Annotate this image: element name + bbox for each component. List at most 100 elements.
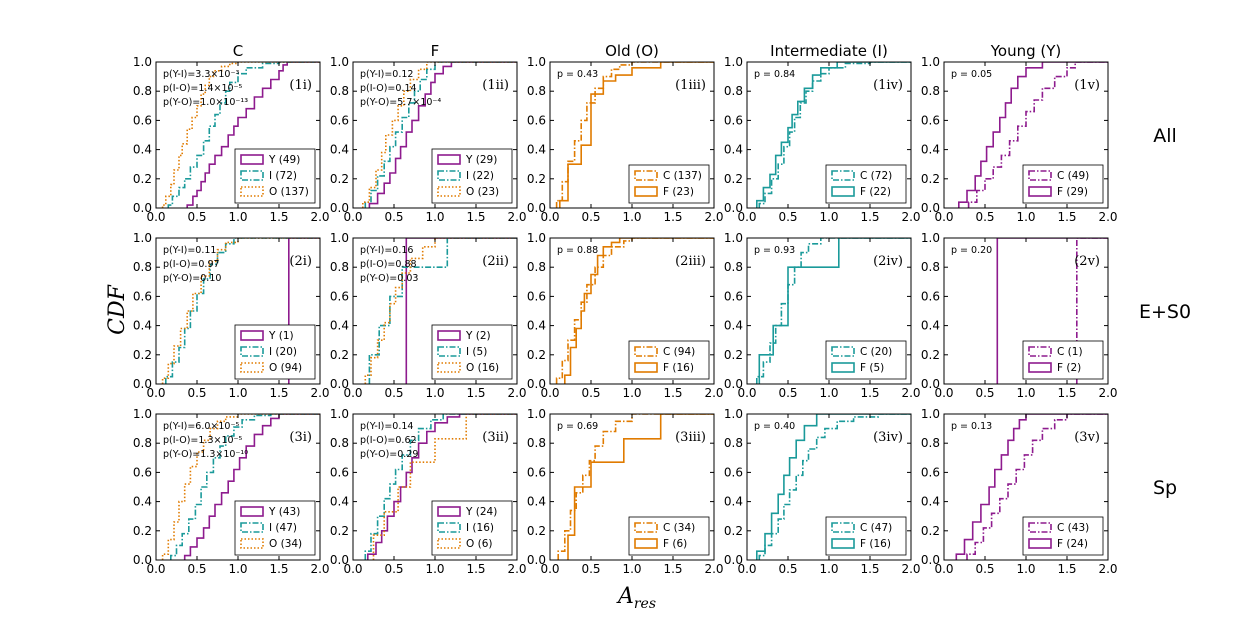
series-group: [555, 238, 714, 384]
legend-label: C (43): [1057, 522, 1089, 534]
x-tick-label: 0.0: [146, 210, 165, 224]
cdf-panel: 0.0 0.5 1.0 1.5 2.0 0.0 0.2 0.4 0.6 0.8 1.0 p = 0.4…: [527, 55, 724, 224]
y-tick-label: 1.0: [330, 55, 349, 69]
x-tick-label: 2.0: [704, 562, 723, 576]
cdf-series-line: [161, 62, 320, 208]
panel-label: (2i): [289, 254, 312, 269]
x-tick-label: 1.0: [1016, 562, 1035, 576]
x-tick-label: 0.0: [737, 210, 756, 224]
x-tick-label: 0.0: [146, 562, 165, 576]
x-tick-label: 1.5: [269, 386, 288, 400]
y-tick-label: 0.8: [724, 260, 743, 274]
legend-label: O (34): [269, 538, 302, 550]
y-tick-label: 0.6: [330, 465, 349, 479]
x-tick-label: 0.0: [737, 386, 756, 400]
y-tick-label: 0.6: [921, 289, 940, 303]
y-tick-label: 0.8: [724, 436, 743, 450]
y-tick-label: 0.2: [921, 348, 940, 362]
y-tick-label: 0.8: [921, 436, 940, 450]
y-tick-label: 0.8: [527, 436, 546, 450]
p-value-text: p(Y-O)=1.3×10⁻¹⁰: [163, 449, 248, 460]
y-tick-label: 0.4: [527, 143, 546, 157]
x-tick-label: 2.0: [1098, 386, 1117, 400]
p-value-text: p(I-O)=0.88: [360, 259, 417, 270]
cdf-panel: 0.0 0.5 1.0 1.5 2.0 0.0 0.2 0.4 0.6 0.8 1.0 p(Y-I)=…: [330, 407, 527, 576]
panel-label: (2iv): [873, 254, 903, 269]
x-tick-label: 1.0: [228, 562, 247, 576]
y-tick-label: 0.6: [330, 113, 349, 127]
legend-swatch: [240, 522, 264, 533]
y-tick-label: 0.4: [133, 495, 152, 509]
legend-label: O (23): [466, 186, 499, 198]
y-tick-label: 1.0: [527, 55, 546, 69]
legend-swatch: [240, 362, 264, 373]
x-tick-label: 1.5: [1057, 210, 1076, 224]
series-group: [362, 62, 517, 208]
y-tick-label: 1.0: [724, 407, 743, 421]
x-tick-label: 0.0: [934, 210, 953, 224]
legend-swatch: [437, 538, 461, 549]
y-tick-label: 0.2: [133, 524, 152, 538]
legend-swatch: [437, 346, 461, 357]
p-value-text: p(I-O)=1.3×10⁻⁵: [163, 435, 243, 446]
legend-swatch: [240, 170, 264, 181]
x-tick-label: 0.5: [778, 386, 797, 400]
p-value-text: p(I-O)=0.14: [360, 83, 417, 94]
x-tick-label: 0.0: [934, 386, 953, 400]
y-tick-label: 0.0: [133, 377, 152, 391]
p-value-text: p(Y-I)=0.14: [360, 421, 413, 432]
x-tick-label: 1.0: [1016, 210, 1035, 224]
y-tick-label: 0.2: [133, 172, 152, 186]
y-tick-label: 0.4: [921, 143, 940, 157]
legend-swatch: [437, 362, 461, 373]
x-tick-label: 2.0: [507, 210, 526, 224]
x-tick-label: 1.5: [1057, 386, 1076, 400]
y-tick-label: 1.0: [724, 55, 743, 69]
p-value-text: p(I-O)=1.4×10⁻⁵: [163, 83, 243, 94]
y-tick-label: 0.6: [724, 113, 743, 127]
cdf-series-line: [183, 414, 320, 560]
legend-label: Y (2): [465, 330, 491, 342]
x-tick-label: 1.0: [622, 210, 641, 224]
y-tick-label: 0.8: [330, 436, 349, 450]
x-tick-label: 0.0: [146, 386, 165, 400]
cdf-series-line: [368, 62, 517, 208]
x-tick-label: 1.5: [663, 562, 682, 576]
cdf-series-line: [756, 414, 911, 560]
y-tick-label: 1.0: [921, 55, 940, 69]
legend-swatch: [831, 362, 855, 373]
legend-label: Y (24): [465, 506, 497, 518]
x-tick-label: 1.0: [622, 562, 641, 576]
legend-swatch: [831, 346, 855, 357]
series-group: [557, 414, 714, 560]
legend-label: I (16): [466, 522, 494, 534]
cdf-series-line: [368, 238, 517, 384]
x-tick-label: 0.0: [934, 562, 953, 576]
y-tick-label: 0.0: [527, 377, 546, 391]
y-tick-label: 0.0: [527, 553, 546, 567]
series-group: [756, 238, 911, 384]
cdf-series-line: [758, 238, 911, 384]
column-title: C: [233, 42, 243, 60]
y-tick-label: 0.2: [527, 172, 546, 186]
y-tick-label: 0.2: [527, 524, 546, 538]
panel-label: (1i): [289, 78, 312, 93]
y-tick-label: 0.2: [724, 524, 743, 538]
legend-label: Y (43): [268, 506, 300, 518]
x-tick-label: 1.5: [269, 210, 288, 224]
x-tick-label: 1.0: [1016, 386, 1035, 400]
y-tick-label: 0.6: [133, 113, 152, 127]
cdf-series-line: [756, 62, 911, 208]
legend-label: F (22): [860, 186, 891, 198]
x-tick-label: 0.0: [343, 386, 362, 400]
y-tick-label: 0.4: [921, 319, 940, 333]
legend-label: F (5): [860, 362, 884, 374]
x-tick-label: 2.0: [507, 386, 526, 400]
cdf-series-line: [555, 62, 714, 208]
legend-swatch: [1028, 362, 1052, 373]
legend-swatch: [1028, 186, 1052, 197]
series-group: [955, 414, 1108, 560]
cdf-series-line: [559, 62, 714, 208]
y-tick-label: 0.2: [330, 524, 349, 538]
cdf-series-line: [186, 62, 320, 208]
